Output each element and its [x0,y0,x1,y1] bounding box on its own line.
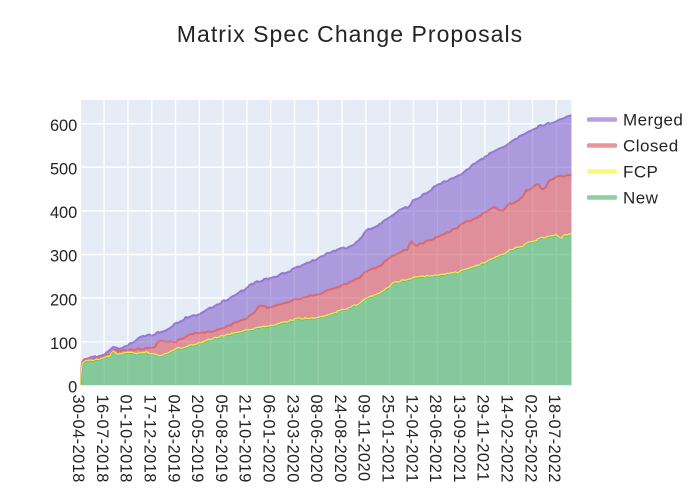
svg-text:28-06-2021: 28-06-2021 [426,395,444,483]
svg-text:12-04-2021: 12-04-2021 [402,395,420,483]
svg-text:05-08-2019: 05-08-2019 [212,395,230,483]
svg-text:20-05-2019: 20-05-2019 [188,395,206,483]
svg-text:New: New [623,188,659,207]
svg-text:01-10-2018: 01-10-2018 [117,395,135,483]
svg-text:25-01-2021: 25-01-2021 [379,395,397,483]
svg-text:200: 200 [50,291,77,309]
svg-text:Closed: Closed [623,136,679,155]
svg-text:300: 300 [50,248,77,266]
svg-text:06-01-2020: 06-01-2020 [260,395,278,483]
svg-text:21-10-2019: 21-10-2019 [236,395,254,483]
svg-text:23-03-2020: 23-03-2020 [283,395,301,483]
svg-text:Merged: Merged [623,110,683,129]
svg-text:FCP: FCP [623,162,658,181]
svg-text:29-11-2021: 29-11-2021 [474,395,492,482]
svg-text:500: 500 [50,161,77,179]
svg-text:08-06-2020: 08-06-2020 [307,395,325,483]
svg-text:16-07-2018: 16-07-2018 [93,395,111,483]
svg-text:13-09-2021: 13-09-2021 [450,395,468,483]
svg-text:600: 600 [50,117,77,135]
svg-text:100: 100 [50,335,77,353]
svg-text:30-04-2018: 30-04-2018 [69,395,87,483]
svg-text:17-12-2018: 17-12-2018 [141,395,159,483]
svg-text:09-11-2020: 09-11-2020 [355,395,373,482]
svg-text:18-07-2022: 18-07-2022 [545,395,563,483]
svg-text:400: 400 [50,204,77,222]
svg-text:02-05-2022: 02-05-2022 [521,395,539,483]
svg-text:Matrix Spec Change Proposals: Matrix Spec Change Proposals [177,21,523,47]
svg-text:24-08-2020: 24-08-2020 [331,395,349,483]
svg-text:04-03-2019: 04-03-2019 [164,395,182,483]
svg-text:14-02-2022: 14-02-2022 [498,395,516,483]
svg-text:0: 0 [68,379,77,397]
